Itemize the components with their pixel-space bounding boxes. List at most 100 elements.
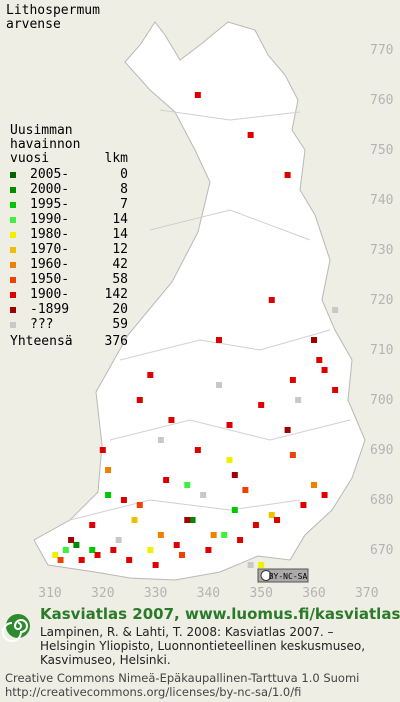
y-tick-label: 770 xyxy=(370,43,393,58)
y-tick-label: 720 xyxy=(370,293,393,308)
legend-swatch xyxy=(10,277,16,283)
x-tick-label: 350 xyxy=(249,586,272,601)
occurrence-square xyxy=(189,517,196,523)
occurrence-square xyxy=(94,552,101,558)
license-line: http://creativecommons.org/licenses/by-n… xyxy=(5,685,301,699)
cc-badge-box xyxy=(257,568,309,583)
occurrence-square xyxy=(136,397,143,403)
legend-swatch xyxy=(10,262,16,268)
occurrence-square xyxy=(226,422,233,428)
x-tick-label: 310 xyxy=(38,586,61,601)
y-tick-label: 760 xyxy=(370,93,393,108)
x-tick-label: 340 xyxy=(197,586,220,601)
legend-count: 12 xyxy=(112,242,128,257)
occurrence-square xyxy=(136,502,143,508)
occurrence-square xyxy=(78,557,85,563)
occurrence-square xyxy=(268,297,275,303)
occurrence-square xyxy=(99,447,106,453)
occurrence-square xyxy=(163,477,170,483)
y-tick-label: 680 xyxy=(370,493,393,508)
occurrence-square xyxy=(242,487,249,493)
citation-line: Kasvimuseo, Helsinki. xyxy=(40,653,171,667)
legend-swatch xyxy=(10,232,16,238)
x-tick-label: 330 xyxy=(144,586,167,601)
legend-label: 2005- xyxy=(30,167,69,182)
occurrence-square xyxy=(147,372,154,378)
occurrence-square xyxy=(231,507,238,513)
occurrence-square xyxy=(205,547,212,553)
occurrence-square xyxy=(173,542,180,548)
occurrence-square xyxy=(268,512,275,518)
y-tick-label: 710 xyxy=(370,343,393,358)
legend-total-label: Yhteensä xyxy=(10,334,73,349)
y-tick-label: 730 xyxy=(370,243,393,258)
occurrence-square xyxy=(215,382,222,388)
occurrence-square xyxy=(226,457,233,463)
occurrence-square xyxy=(321,367,328,373)
occurrence-square xyxy=(289,377,296,383)
legend-count: 14 xyxy=(112,212,128,227)
legend-swatch xyxy=(10,307,16,313)
cc-icon xyxy=(260,570,272,581)
occurrence-square xyxy=(89,522,96,528)
legend-swatch xyxy=(10,247,16,253)
occurrence-square xyxy=(300,502,307,508)
occurrence-square xyxy=(105,492,112,498)
legend-swatch xyxy=(10,292,16,298)
finland-outline xyxy=(33,21,366,581)
legend-label: 2000- xyxy=(30,182,69,197)
logo xyxy=(2,614,30,642)
y-tick-label: 740 xyxy=(370,193,393,208)
citation-line: Lampinen, R. & Lahti, T. 2008: Kasviatla… xyxy=(40,625,334,639)
legend-swatch xyxy=(10,202,16,208)
legend-label: ??? xyxy=(30,317,53,332)
legend-swatch xyxy=(10,187,16,193)
legend-label: 1970- xyxy=(30,242,69,257)
occurrence-square xyxy=(289,452,296,458)
occurrence-square xyxy=(284,172,291,178)
occurrence-square xyxy=(200,492,207,498)
occurrence-square xyxy=(311,337,317,343)
legend-total: 376 xyxy=(105,334,128,349)
occurrence-square xyxy=(52,552,59,558)
legend-label: 1980- xyxy=(30,227,69,242)
occurrence-square xyxy=(332,387,339,393)
occurrence-square xyxy=(168,417,175,423)
citation-line: Helsingin Yliopisto, Luonnontieteellinen… xyxy=(40,639,365,653)
occurrence-square xyxy=(73,542,80,548)
occurrence-square xyxy=(105,467,112,473)
legend-swatch xyxy=(10,217,16,223)
occurrence-square xyxy=(68,537,75,543)
occurrence-square xyxy=(157,437,164,443)
y-tick-label: 700 xyxy=(370,393,393,408)
legend-label: -1899 xyxy=(30,302,69,317)
occurrence-square xyxy=(120,497,127,503)
legend-label: 1950- xyxy=(30,272,69,287)
occurrence-square xyxy=(274,517,281,523)
cc-badge: BY-NC-SA xyxy=(257,568,309,583)
legend-label: 1900- xyxy=(30,287,69,302)
occurrence-square xyxy=(311,482,317,488)
occurrence-square xyxy=(115,537,122,543)
legend-count: 58 xyxy=(112,272,128,287)
occurrence-square xyxy=(179,552,185,558)
occurrence-square xyxy=(184,482,191,488)
occurrence-square xyxy=(194,92,201,98)
occurrence-square xyxy=(194,447,201,453)
occurrence-square xyxy=(231,472,238,478)
occurrence-square xyxy=(152,562,159,568)
x-tick-label: 320 xyxy=(91,586,114,601)
occurrence-square xyxy=(89,547,96,553)
occurrence-square xyxy=(316,357,323,363)
legend-count: 59 xyxy=(112,317,128,332)
occurrence-square xyxy=(157,532,164,538)
title: arvense xyxy=(6,17,61,32)
occurrence-square xyxy=(62,547,69,553)
x-tick-label: 370 xyxy=(355,586,378,601)
occurrence-square xyxy=(332,307,339,313)
occurrence-square xyxy=(237,537,244,543)
legend-count-header: lkm xyxy=(105,151,129,166)
y-tick-label: 750 xyxy=(370,143,393,158)
legend-count: 42 xyxy=(112,257,128,272)
